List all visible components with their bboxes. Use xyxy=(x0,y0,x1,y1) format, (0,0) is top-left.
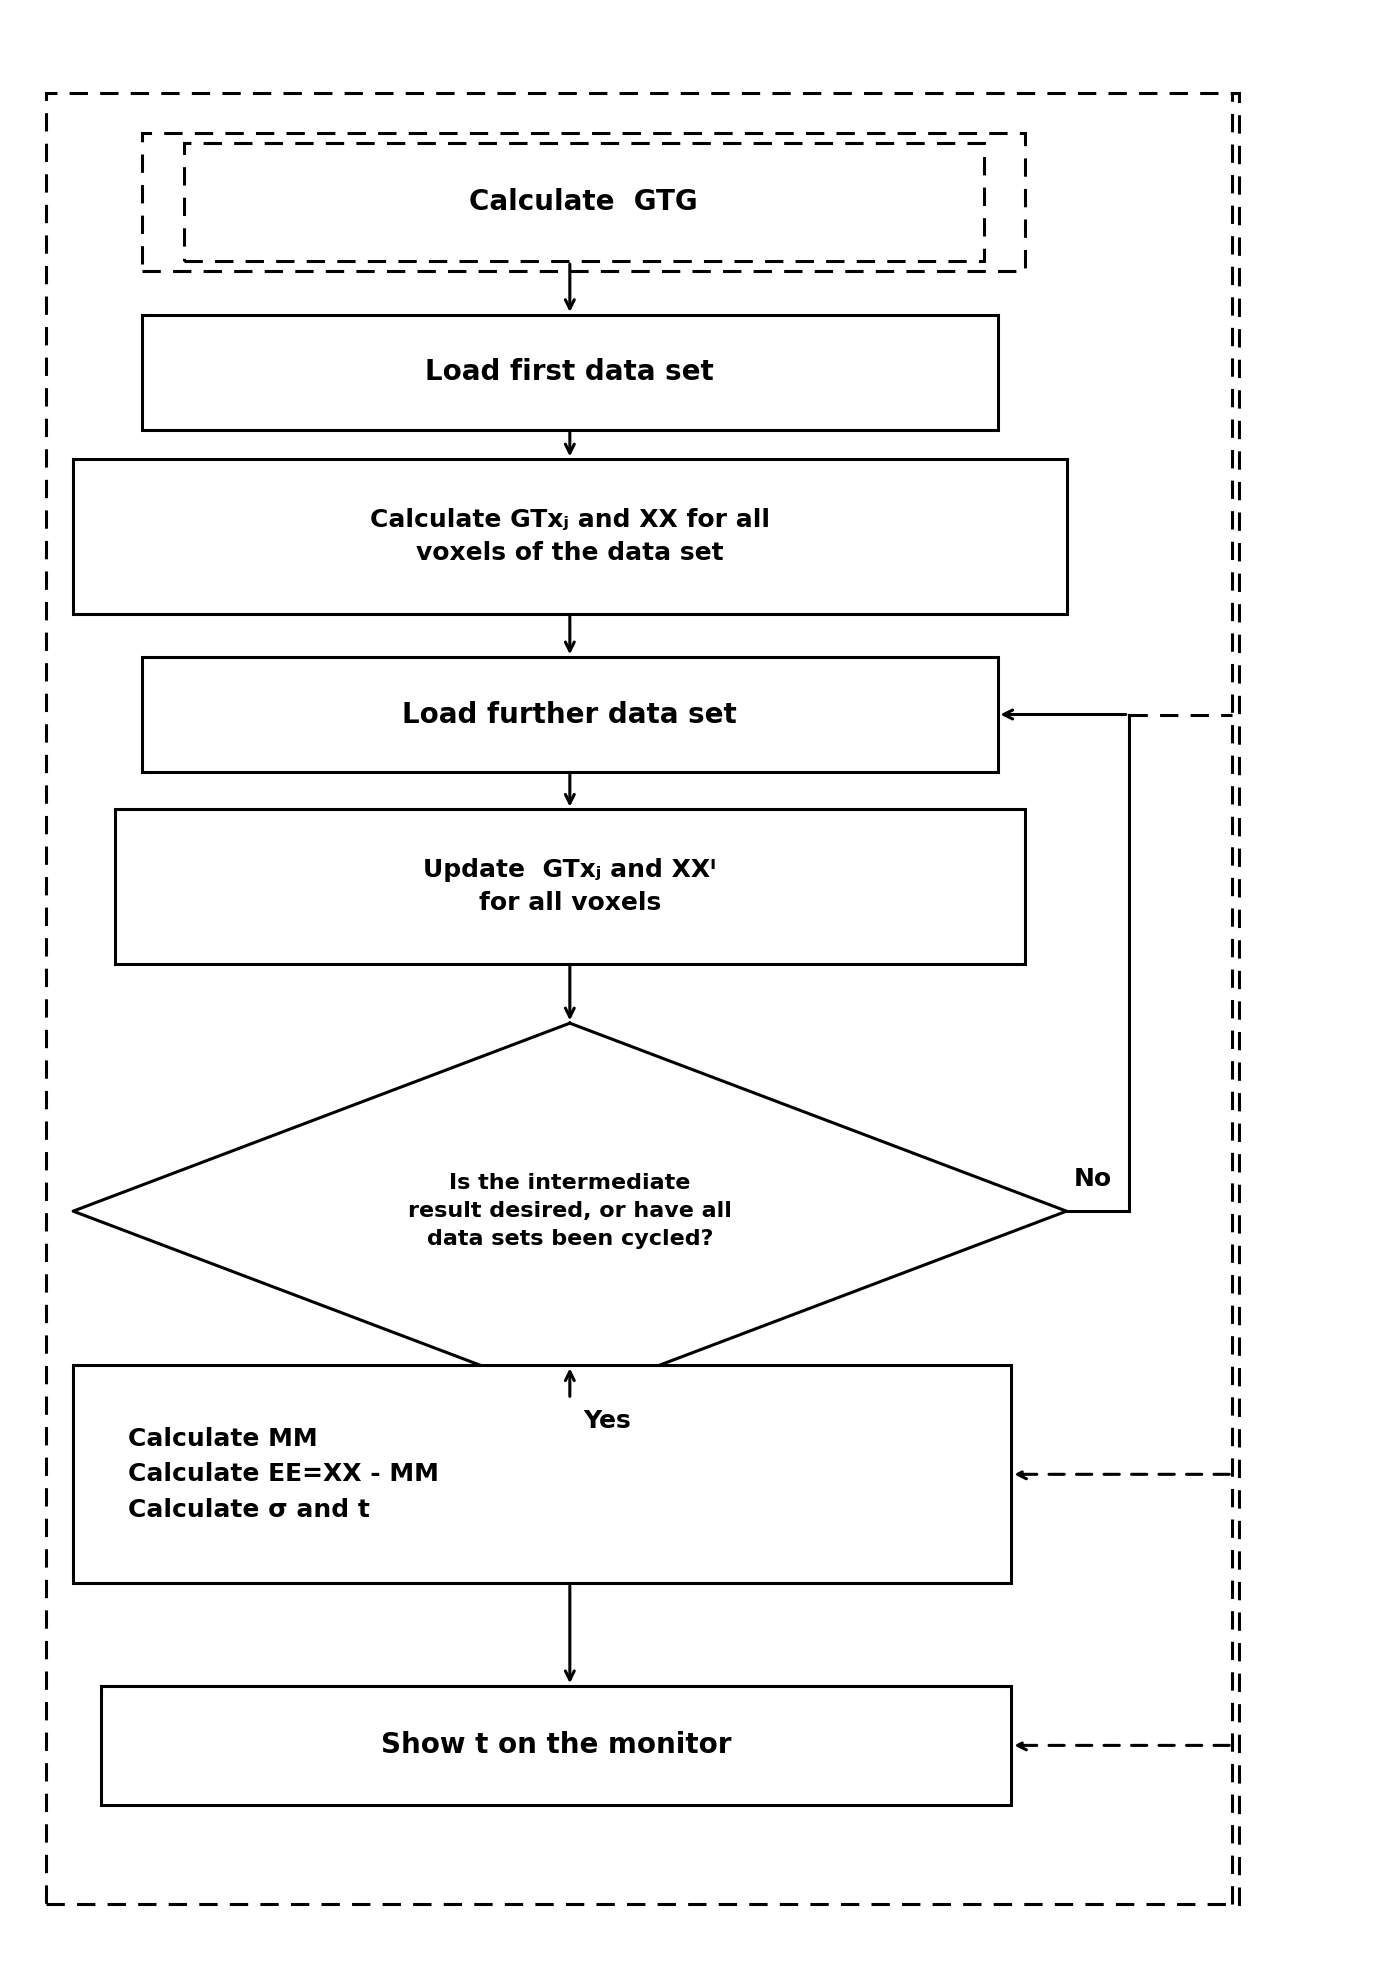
FancyBboxPatch shape xyxy=(142,658,998,771)
FancyBboxPatch shape xyxy=(142,314,998,429)
Text: Load further data set: Load further data set xyxy=(403,701,737,729)
Text: Calculate  GTG: Calculate GTG xyxy=(469,189,698,217)
Text: Show t on the monitor: Show t on the monitor xyxy=(380,1731,731,1758)
Text: Yes: Yes xyxy=(583,1409,632,1433)
Text: Is the intermediate
result desired, or have all
data sets been cycled?: Is the intermediate result desired, or h… xyxy=(408,1172,731,1250)
FancyBboxPatch shape xyxy=(115,809,1026,964)
Text: No: No xyxy=(1073,1168,1112,1192)
FancyBboxPatch shape xyxy=(183,143,984,262)
Text: Load first data set: Load first data set xyxy=(426,358,715,385)
Text: Calculate GTxⱼ and XX for all
voxels of the data set: Calculate GTxⱼ and XX for all voxels of … xyxy=(369,507,770,564)
Text: Update  GTxⱼ and XXᴵ
for all voxels: Update GTxⱼ and XXᴵ for all voxels xyxy=(423,858,716,916)
FancyBboxPatch shape xyxy=(74,1365,1012,1584)
Text: Calculate MM
Calculate EE=XX - MM
Calculate σ and t: Calculate MM Calculate EE=XX - MM Calcul… xyxy=(128,1427,439,1522)
FancyBboxPatch shape xyxy=(74,459,1066,614)
FancyBboxPatch shape xyxy=(101,1687,1012,1804)
Polygon shape xyxy=(74,1023,1066,1399)
